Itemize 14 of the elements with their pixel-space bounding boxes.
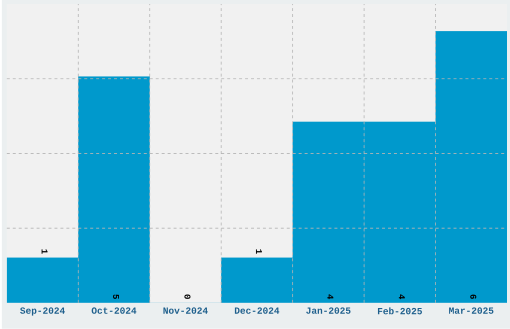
data-label: 5 [113, 294, 119, 300]
x-tick-label: Jan-2025 [306, 308, 351, 314]
x-tick-label: Oct-2024 [92, 308, 136, 314]
data-label: 6 [470, 294, 476, 300]
x-tick-label: Sep-2024 [20, 308, 65, 316]
x-tick-label: Feb-2025 [378, 308, 422, 314]
data-label: 4 [398, 294, 405, 300]
data-label: 1 [256, 249, 262, 254]
x-tick-label: Dec-2024 [234, 308, 280, 314]
x-tick-label: Mar-2025 [449, 308, 494, 314]
data-label: 0 [184, 294, 190, 299]
data-label: 4 [327, 294, 334, 300]
x-tick-label: Nov-2024 [163, 308, 208, 314]
data-label: 1 [42, 249, 48, 254]
